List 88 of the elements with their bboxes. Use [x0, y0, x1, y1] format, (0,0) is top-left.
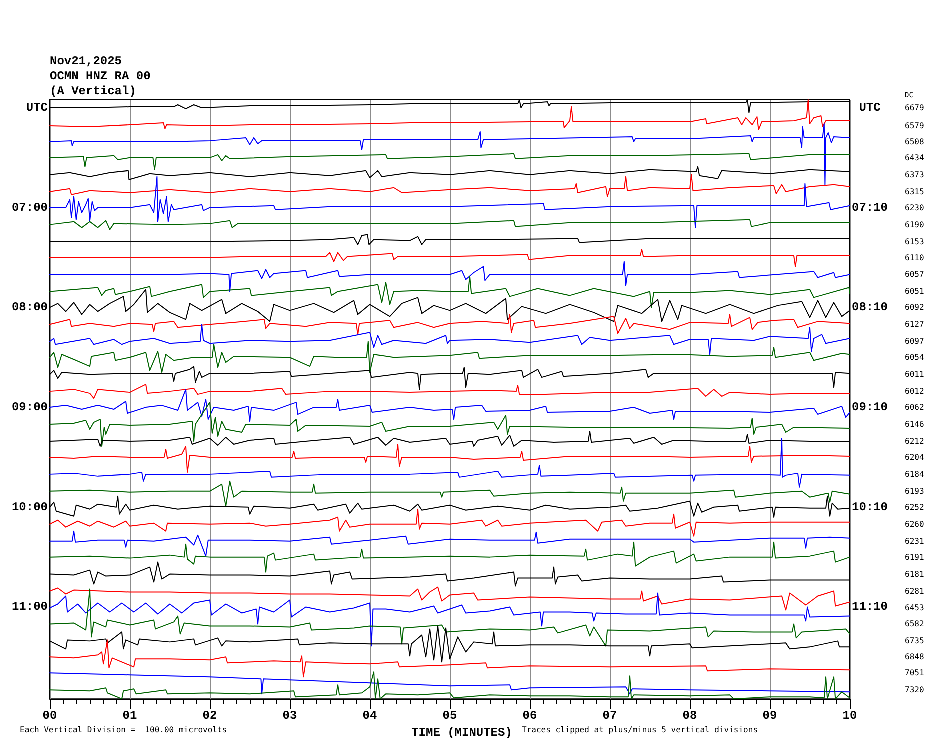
text: 6193 — [905, 486, 924, 496]
line-series — [50, 402, 850, 447]
text: 6051 — [905, 287, 924, 296]
line-series — [50, 542, 850, 573]
text: 6204 — [905, 452, 924, 462]
text: 6181 — [905, 570, 924, 579]
text: 6230 — [905, 203, 924, 212]
line-series — [50, 586, 850, 611]
text: 6062 — [905, 403, 924, 412]
text: 6146 — [905, 420, 924, 430]
x-tick-label: 10 — [842, 709, 858, 724]
text: 6054 — [905, 353, 924, 362]
y-tick-label: 07:00 — [12, 200, 48, 215]
x-tick-label: 01 — [122, 709, 138, 724]
y2-tick-label: 09:10 — [852, 400, 888, 415]
y2-tick-label: 08:10 — [852, 300, 888, 315]
x-tick-label: 02 — [202, 709, 218, 724]
text: 6110 — [905, 253, 924, 262]
text: 6153 — [905, 237, 924, 246]
y-tick-label: 10:00 — [12, 500, 48, 514]
y-tick-label: 08:00 — [12, 300, 48, 315]
line-series — [50, 640, 850, 678]
text: 6092 — [905, 303, 924, 312]
line-series — [50, 341, 850, 374]
line-series — [50, 384, 850, 400]
line-series — [50, 672, 850, 695]
text: 6315 — [905, 187, 924, 196]
text: 6582 — [905, 620, 924, 629]
y-tick-label: 11:00 — [12, 600, 48, 614]
line-series — [50, 249, 850, 268]
text: 6191 — [905, 552, 924, 562]
line-series — [50, 276, 850, 308]
text: 6097 — [905, 337, 924, 346]
y-tick-label: UTC — [26, 100, 48, 115]
y-tick-label: 09:00 — [12, 400, 48, 415]
chart-subtitle: OCMN HNZ RA 00 (A Vertical) — [50, 70, 151, 98]
text: 6231 — [905, 536, 924, 546]
line-series — [50, 444, 850, 473]
text: 6453 — [905, 604, 924, 613]
y2-tick-label: 11:10 — [852, 600, 888, 614]
x-tick-label: 00 — [42, 709, 58, 724]
text: 6127 — [905, 320, 924, 330]
x-tick-label: 06 — [522, 709, 538, 724]
text: 6579 — [905, 121, 924, 130]
text: 6057 — [905, 270, 924, 280]
text: Each Vertical Division = 100.00 microvolts — [20, 726, 228, 734]
line-series — [50, 530, 850, 557]
x-tick-label: 04 — [362, 709, 378, 724]
line-series — [50, 324, 850, 356]
line-series — [50, 314, 850, 336]
line-series — [50, 508, 850, 537]
text: 6184 — [905, 470, 924, 479]
text: 6373 — [905, 170, 924, 180]
text: 6508 — [905, 137, 924, 146]
line-series — [50, 176, 850, 228]
line-series — [50, 261, 850, 292]
x-axis-title: TIME (MINUTES) — [412, 726, 512, 740]
text: 6252 — [905, 502, 924, 512]
y2-tick-label: 10:10 — [852, 500, 888, 514]
chart-title: Nov21,2025 — [50, 54, 122, 68]
line-series — [50, 480, 850, 507]
line-series — [50, 438, 850, 488]
text: 6212 — [905, 436, 924, 446]
text: 6848 — [905, 652, 924, 662]
text: 6011 — [905, 370, 924, 380]
text: 6012 — [905, 387, 924, 396]
y2-tick-label: UTC — [859, 100, 881, 115]
text: 7051 — [905, 668, 924, 678]
x-tick-label: 08 — [682, 709, 698, 724]
text: 6735 — [905, 636, 924, 646]
line-series — [50, 153, 850, 170]
text: Traces clipped at plus/minus 5 vertical divisions — [522, 726, 758, 734]
text: 6281 — [905, 586, 924, 596]
text: 6260 — [905, 520, 924, 529]
text: 6190 — [905, 220, 924, 230]
text: 7320 — [905, 686, 924, 695]
line-series — [50, 100, 850, 130]
line-series — [50, 174, 850, 198]
line-series — [50, 123, 850, 186]
x-tick-label: 07 — [602, 709, 618, 724]
text: 6434 — [905, 153, 924, 162]
x-tick-label: 09 — [762, 709, 778, 724]
x-tick-label: 05 — [442, 709, 458, 724]
line-series — [50, 389, 850, 422]
line-series — [50, 219, 850, 230]
text: 6679 — [905, 103, 924, 112]
y2-tick-label: 07:10 — [852, 200, 888, 215]
x-tick-label: 03 — [282, 709, 298, 724]
